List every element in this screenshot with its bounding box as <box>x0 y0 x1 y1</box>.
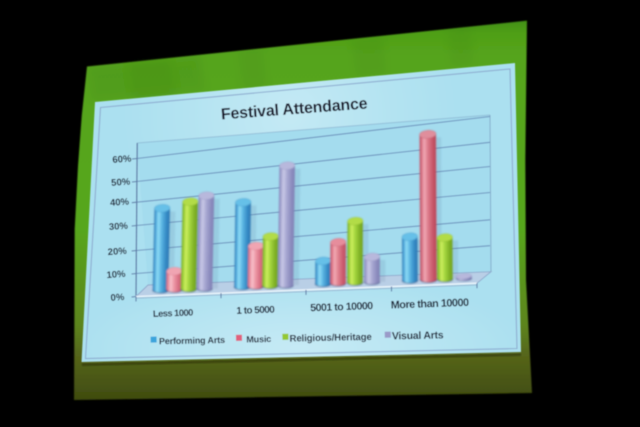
svg-text:20%: 20% <box>107 246 127 258</box>
svg-text:Religious/Heritage: Religious/Heritage <box>290 332 372 345</box>
svg-text:Less 1000: Less 1000 <box>153 307 194 318</box>
svg-text:40%: 40% <box>110 197 130 209</box>
svg-text:60%: 60% <box>112 154 132 166</box>
svg-text:30%: 30% <box>109 221 129 233</box>
svg-text:Visual Arts: Visual Arts <box>392 330 444 342</box>
svg-text:10%: 10% <box>106 269 126 281</box>
svg-text:Music: Music <box>246 334 271 345</box>
svg-text:0%: 0% <box>110 292 125 304</box>
svg-text:More than 10000: More than 10000 <box>391 297 470 312</box>
svg-text:Performing Arts: Performing Arts <box>159 335 225 346</box>
svg-text:1 to 5000: 1 to 5000 <box>236 305 275 317</box>
svg-text:5001 to 10000: 5001 to 10000 <box>310 300 373 314</box>
svg-text:50%: 50% <box>111 177 131 189</box>
